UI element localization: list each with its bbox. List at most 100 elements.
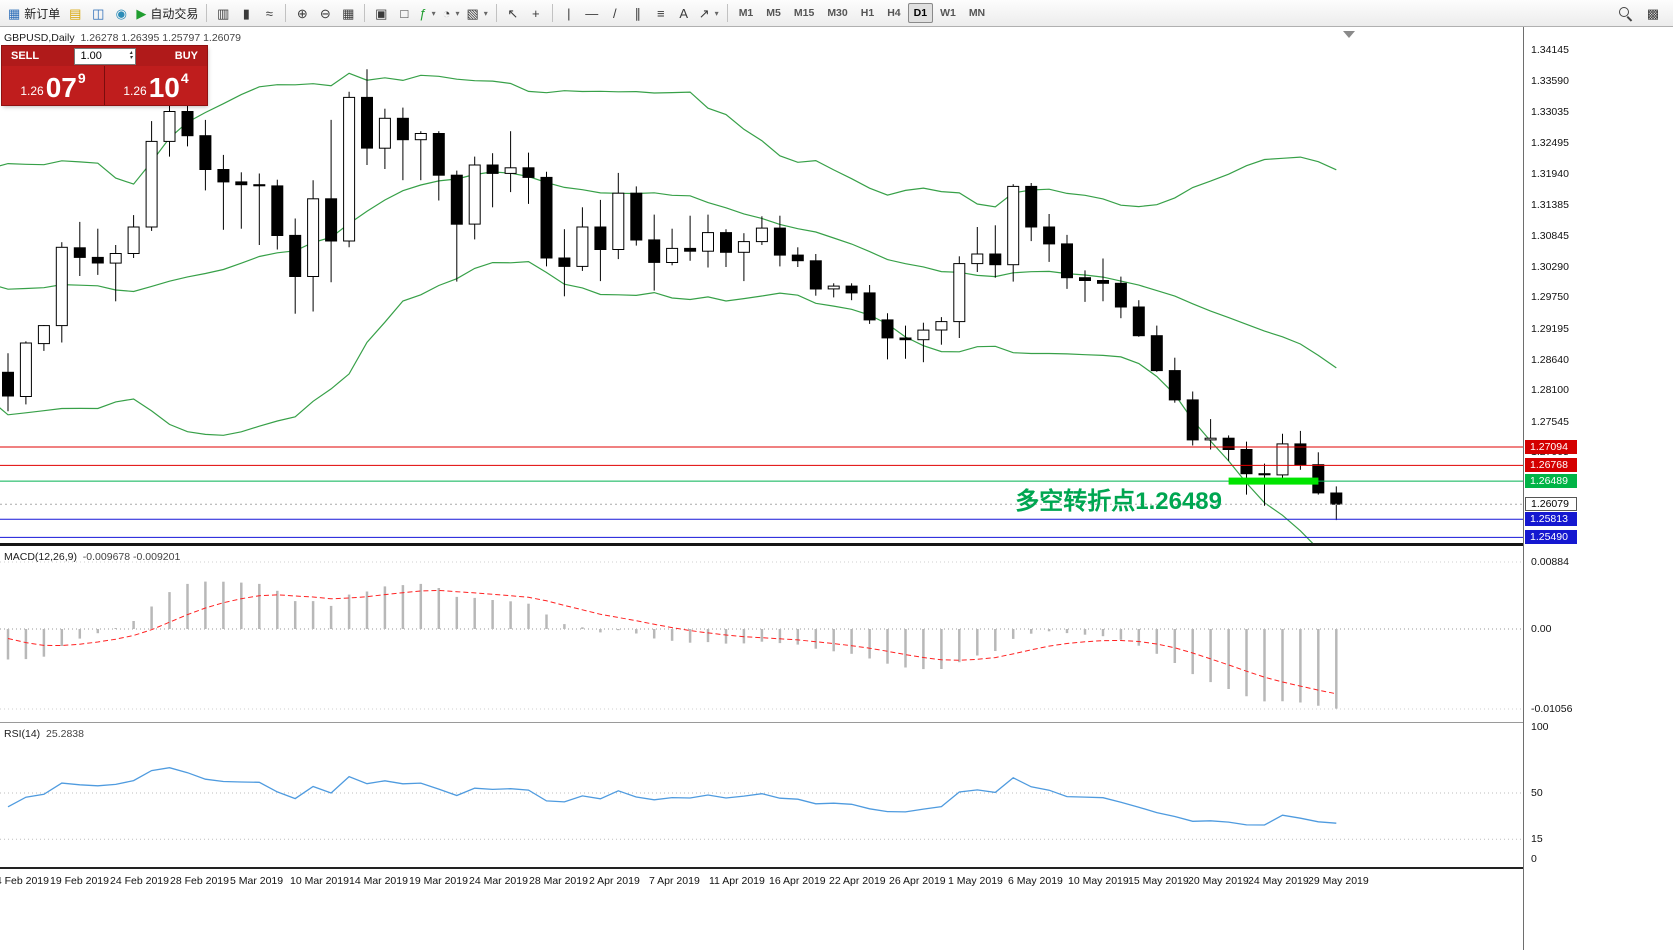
candle-body	[791, 254, 804, 262]
profiles-button[interactable]: ◫	[87, 2, 109, 24]
new-window-icon: ▩	[1646, 5, 1660, 21]
candle-body	[1258, 473, 1271, 476]
refresh-button[interactable]: ◉	[110, 2, 132, 24]
rsi-pane[interactable]: RSI(14) 25.2838	[0, 723, 1523, 867]
line-chart-button[interactable]: ≈	[258, 2, 280, 24]
grid-button[interactable]: ▦	[337, 2, 359, 24]
macd-axis-label: 0.00884	[1531, 556, 1569, 568]
price-axis-label: 1.33590	[1531, 75, 1569, 87]
price-tag-1.27094[interactable]: 1.27094	[1525, 440, 1577, 454]
new-order-button[interactable]: ▦ 新订单	[5, 2, 63, 24]
candle-body	[971, 253, 984, 265]
candle-body	[684, 247, 697, 252]
sell-label[interactable]: SELL	[11, 50, 40, 62]
pane-separator[interactable]	[0, 543, 1523, 546]
timeframe-mn[interactable]: MN	[968, 7, 986, 19]
candle-body	[863, 292, 876, 321]
timeframe-h4[interactable]: H4	[887, 7, 901, 19]
chart-shift-marker-icon[interactable]	[1343, 31, 1355, 38]
timeframe-m30[interactable]: M30	[827, 7, 848, 19]
cursor-icon: ↖	[507, 5, 519, 21]
timeframe-d1[interactable]: D1	[907, 3, 934, 23]
chart-window[interactable]: GBPUSD,Daily 1.26278 1.26395 1.25797 1.2…	[0, 27, 1523, 950]
volume-spinner[interactable]: ▴ ▾	[129, 50, 133, 61]
new-chart-button[interactable]: ▤	[64, 2, 86, 24]
channel-tool-button[interactable]: ∥	[627, 2, 649, 24]
rsi-axis-label: 100	[1531, 721, 1549, 733]
candle-body	[414, 133, 427, 141]
timeframe-w1[interactable]: W1	[940, 7, 956, 19]
price-tag-1.26489[interactable]: 1.26489	[1525, 474, 1577, 488]
rsi-axis-label: 0	[1531, 853, 1537, 865]
pane-separator[interactable]	[0, 722, 1523, 723]
price-pane[interactable]: 多空转折点1.26489	[0, 27, 1523, 543]
dropdown-caret-icon: ▾	[483, 8, 488, 18]
macd-chart[interactable]	[0, 546, 1523, 722]
crosshair-button[interactable]: +	[525, 2, 547, 24]
macd-axis-label: 0.00	[1531, 623, 1552, 635]
macd-pane[interactable]: MACD(12,26,9) -0.009678 -0.009201	[0, 546, 1523, 722]
zoom-out-icon: ⊖	[319, 5, 331, 21]
cursor-button[interactable]: ↖	[502, 2, 524, 24]
indicators-button[interactable]: ƒ ▾	[416, 2, 438, 24]
price-axis-label: 1.28100	[1531, 384, 1569, 396]
price-axis-label: 1.29195	[1531, 323, 1569, 335]
time-axis-label: 16 Apr 2019	[769, 875, 826, 887]
annotation-text[interactable]: 多空转折点1.26489	[1015, 487, 1222, 515]
price-tag-1.26079[interactable]: 1.26079	[1525, 497, 1577, 511]
hline-tool-button[interactable]: ―	[581, 2, 603, 24]
time-axis-label: 2 Apr 2019	[589, 875, 640, 887]
turning-point-highlight[interactable]	[1228, 477, 1319, 485]
rsi-axis-label: 15	[1531, 833, 1543, 845]
bar-chart-button[interactable]: ▥	[212, 2, 234, 24]
volume-input[interactable]: 1.00 ▴ ▾	[73, 47, 136, 65]
cascade-windows-icon: □	[400, 5, 409, 21]
search-button[interactable]	[1614, 2, 1636, 24]
spin-up-icon[interactable]: ▴	[129, 50, 133, 56]
candlestick-button[interactable]: ▮	[235, 2, 257, 24]
price-tag-1.25490[interactable]: 1.25490	[1525, 530, 1577, 544]
price-tag-1.25813[interactable]: 1.25813	[1525, 512, 1577, 526]
candle-body	[343, 96, 356, 242]
vline-tool-button[interactable]: |	[558, 2, 580, 24]
periods-button[interactable]: ◔ ▾	[440, 2, 463, 24]
buy-label[interactable]: BUY	[174, 50, 198, 62]
candle-body	[845, 285, 858, 294]
main-toolbar: ▦ 新订单 ▤ ◫ ◉ ▶ 自动交易 ▥ ▮ ≈ ⊕ ⊖ ▦ ▣ □ ƒ ▾ ◔ ▾…	[0, 0, 1673, 27]
spin-down-icon[interactable]: ▾	[129, 55, 133, 61]
candlestick-chart[interactable]: 多空转折点1.26489	[0, 27, 1523, 543]
buy-button[interactable]: 1.26 10 4	[105, 66, 207, 105]
candle-body	[666, 247, 679, 263]
price-tag-1.26768[interactable]: 1.26768	[1525, 458, 1577, 472]
timeframe-m5[interactable]: M5	[766, 7, 781, 19]
arrows-tool-button[interactable]: ↗ ▾	[696, 2, 722, 24]
fibonacci-tool-button[interactable]: ≡	[650, 2, 672, 24]
rsi-chart[interactable]	[0, 723, 1523, 867]
autotrading-button[interactable]: ▶ 自动交易	[133, 2, 201, 24]
cascade-windows-button[interactable]: □	[393, 2, 415, 24]
templates-button[interactable]: ▧ ▾	[463, 2, 490, 24]
time-axis-label: 20 May 2019	[1188, 875, 1249, 887]
timeframe-m1[interactable]: M1	[738, 7, 754, 19]
candle-body	[55, 246, 68, 327]
time-axis-label: 24 Feb 2019	[110, 875, 169, 887]
sell-button[interactable]: 1.26 07 9	[2, 66, 105, 105]
profiles-icon: ◫	[92, 5, 105, 21]
rsi-value: 25.2838	[46, 728, 84, 740]
text-tool-button[interactable]: A	[673, 2, 695, 24]
price-scale[interactable]: 1.34145 1.33590 1.33035 1.32495 1.31940 1.313…	[1523, 27, 1673, 950]
timeframe-h1[interactable]: H1	[860, 7, 875, 19]
trendline-tool-button[interactable]: /	[604, 2, 626, 24]
bid-big-digits: 07	[45, 72, 77, 104]
tile-windows-button[interactable]: ▣	[370, 2, 392, 24]
new-window-button[interactable]: ▩	[1642, 2, 1664, 24]
candle-body	[37, 325, 50, 345]
dropdown-caret-icon: ▾	[455, 8, 460, 18]
ask-pip-digit: 4	[180, 70, 189, 86]
bid-prefix: 1.26	[20, 84, 44, 98]
timeframe-m15[interactable]: M15	[793, 7, 815, 19]
zoom-in-button[interactable]: ⊕	[291, 2, 313, 24]
zoom-out-button[interactable]: ⊖	[314, 2, 336, 24]
